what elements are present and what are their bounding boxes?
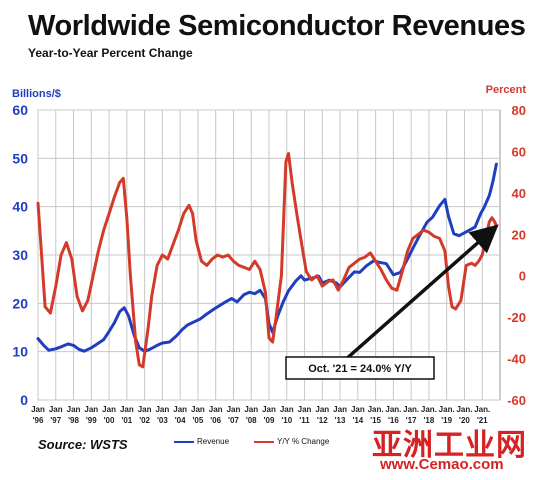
- watermark-url: www.Cemao.com: [380, 456, 504, 473]
- x-tick-year: '08: [246, 416, 257, 425]
- x-tick-label: Jan: [351, 405, 365, 414]
- annotation: Oct. '21 = 24.0% Y/Y: [285, 224, 499, 380]
- x-tick-year: '10: [281, 416, 292, 425]
- x-tick-label: Jan: [155, 405, 169, 414]
- x-tick-label: Jan: [173, 405, 187, 414]
- x-tick-year: '97: [50, 416, 61, 425]
- x-tick-label: Jan: [227, 405, 241, 414]
- left-tick-label: 50: [12, 150, 28, 166]
- x-tick-label: Jan: [67, 405, 81, 414]
- annotation-box: [285, 356, 435, 380]
- x-tick-year: '04: [175, 416, 186, 425]
- left-axis-title: Billions/$: [12, 88, 61, 100]
- x-tick-year: '06: [210, 416, 221, 425]
- left-tick-label: 10: [12, 344, 28, 360]
- x-tick-year: '17: [406, 416, 417, 425]
- x-tick-label: Jan: [102, 405, 116, 414]
- x-tick-label: Jan.: [368, 405, 384, 414]
- x-tick-label: Jan.: [439, 405, 455, 414]
- right-tick-label: 80: [512, 103, 526, 118]
- x-tick-label: Jan: [49, 405, 63, 414]
- x-tick-label: Jan.: [456, 405, 472, 414]
- x-tick-label: Jan: [315, 405, 329, 414]
- x-tick-year: '11: [299, 416, 310, 425]
- x-axis-ticks: Jan '96 Jan '97 Jan '98 Jan '99 Jan '00 Jan '01 Jan '…: [31, 405, 490, 425]
- legend-item-yoy: Y/Y % Change: [254, 437, 329, 446]
- right-tick-label: -20: [507, 310, 526, 325]
- chart-title: Worldwide Semiconductor Revenues: [28, 10, 526, 42]
- legend-item-revenue: Revenue: [174, 437, 229, 446]
- x-tick-year: '99: [86, 416, 97, 425]
- x-tick-year: '03: [157, 416, 168, 425]
- x-tick-year: '19: [441, 416, 452, 425]
- x-tick-label: Jan: [191, 405, 205, 414]
- x-tick-label: Jan.: [403, 405, 419, 414]
- x-tick-label: Jan: [333, 405, 347, 414]
- x-tick-label: Jan: [138, 405, 152, 414]
- x-tick-label: Jan: [262, 405, 276, 414]
- x-tick-label: Jan.: [421, 405, 437, 414]
- right-tick-label: 40: [512, 186, 526, 201]
- x-tick-year: '02: [139, 416, 150, 425]
- legend-label-revenue: Revenue: [197, 437, 230, 446]
- x-tick-year: '14: [352, 416, 363, 425]
- x-tick-label: Jan: [298, 405, 312, 414]
- x-tick-label: Jan.: [474, 405, 490, 414]
- x-tick-year: '20: [459, 416, 470, 425]
- x-tick-label: Jan: [120, 405, 134, 414]
- x-tick-year: '16: [388, 416, 399, 425]
- x-tick-label: Jan.: [385, 405, 401, 414]
- x-tick-year: '98: [68, 416, 79, 425]
- x-tick-year: '12: [317, 416, 328, 425]
- left-axis-ticks: 0 10 20 30 40 50 60: [12, 102, 28, 408]
- x-tick-year: '01: [121, 416, 132, 425]
- x-tick-label: Jan: [84, 405, 98, 414]
- x-tick-year: '15: [370, 416, 381, 425]
- right-tick-label: -60: [507, 393, 526, 408]
- right-tick-label: -40: [507, 352, 526, 367]
- annotation-arrow: [343, 224, 499, 362]
- x-tick-year: '07: [228, 416, 239, 425]
- x-tick-year: '00: [104, 416, 115, 425]
- watermark-logo: 亚洲工业网: [372, 428, 527, 463]
- grid-lines: [37, 109, 501, 401]
- legend-label-yoy: Y/Y % Change: [277, 437, 330, 446]
- x-tick-label: Jan: [31, 405, 45, 414]
- x-tick-year: '09: [264, 416, 275, 425]
- x-tick-year: '18: [424, 416, 435, 425]
- left-tick-label: 60: [12, 102, 28, 118]
- left-tick-label: 20: [12, 295, 28, 311]
- right-tick-label: 60: [512, 144, 526, 159]
- x-tick-year: '13: [335, 416, 346, 425]
- left-tick-label: 0: [20, 392, 28, 408]
- x-tick-label: Jan: [209, 405, 223, 414]
- x-tick-label: Jan: [280, 405, 294, 414]
- x-tick-label: Jan: [244, 405, 258, 414]
- legend-swatch-yoy: [254, 440, 274, 443]
- left-tick-label: 40: [12, 199, 28, 215]
- x-tick-year: '96: [33, 416, 44, 425]
- legend-swatch-revenue: [174, 440, 194, 443]
- left-tick-label: 30: [12, 247, 28, 263]
- right-tick-label: 0: [519, 269, 526, 284]
- chart-subtitle: Year-to-Year Percent Change: [28, 46, 193, 60]
- right-tick-label: 20: [512, 227, 526, 242]
- right-axis-ticks: -60 -40 -20 0 20 40 60 80: [507, 103, 526, 408]
- annotation-text: Oct. '21 = 24.0% Y/Y: [308, 363, 412, 375]
- x-tick-year: '21: [477, 416, 488, 425]
- right-axis-title: Percent: [486, 84, 527, 96]
- x-tick-year: '05: [193, 416, 204, 425]
- series-line-yoy: [36, 152, 498, 369]
- source-note: Source: WSTS: [38, 437, 128, 452]
- series-layer: [36, 152, 498, 369]
